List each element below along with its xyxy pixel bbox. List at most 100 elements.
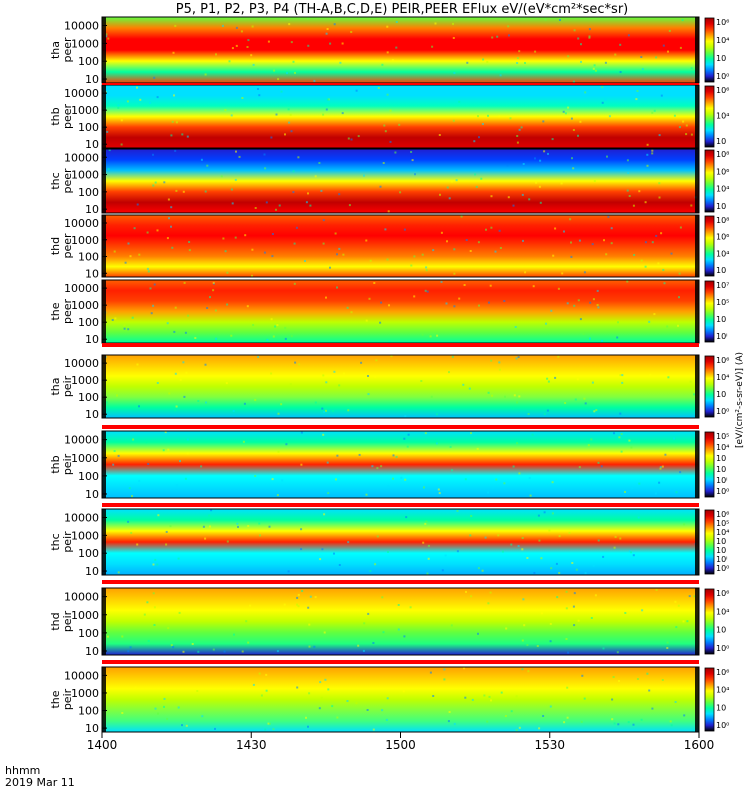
data-gap-column (695, 431, 699, 498)
speckle (651, 152, 653, 154)
speckle (396, 21, 398, 23)
panel-species-label: peer (61, 104, 74, 130)
speckle (290, 114, 292, 116)
speckle (567, 717, 569, 719)
speckle (476, 186, 478, 188)
panel-tha-peer: 10100100010000tha peer10⁶10⁴10⁲10⁰ (49, 17, 729, 86)
speckle (370, 260, 372, 262)
speckle (517, 57, 519, 59)
colorbar-tick-label: 10⁴ (716, 373, 729, 382)
speckle (288, 570, 290, 572)
speckle (513, 466, 515, 468)
speckle (392, 59, 394, 61)
speckle (307, 45, 309, 47)
speckle (464, 284, 466, 286)
colorbar-tick-label: 10⁷ (716, 281, 729, 290)
y-tick-label: 10000 (64, 669, 99, 682)
colorbar-tick-label: 10⁲ (716, 546, 726, 555)
speckle (307, 726, 309, 728)
speckle (508, 196, 510, 198)
speckle (630, 447, 632, 449)
speckle (298, 363, 300, 365)
speckle (178, 707, 180, 709)
speckle (363, 175, 365, 177)
speckle (470, 432, 472, 434)
speckle (388, 304, 390, 306)
speckle (389, 340, 391, 342)
speckle (502, 551, 504, 553)
speckle (313, 646, 315, 648)
speckle (503, 300, 505, 302)
speckle (606, 156, 608, 158)
speckle (498, 115, 500, 117)
speckle (457, 510, 459, 512)
speckle (457, 550, 459, 552)
speckle (403, 690, 405, 692)
speckle (244, 403, 246, 405)
speckle (185, 372, 187, 374)
speckle (547, 153, 549, 155)
speckle (224, 651, 226, 653)
speckle (602, 102, 604, 104)
speckle (598, 462, 600, 464)
speckle (637, 90, 639, 92)
speckle (607, 216, 609, 218)
y-tick-label: 10000 (64, 20, 99, 33)
speckle (390, 110, 392, 112)
speckle (487, 492, 489, 494)
speckle (278, 413, 280, 415)
speckle (179, 460, 181, 462)
speckle (503, 482, 505, 484)
speckle (675, 626, 677, 628)
speckle (593, 565, 595, 567)
speckle (147, 268, 149, 270)
speckle (294, 283, 296, 285)
speckle (271, 318, 273, 320)
speckle (682, 19, 684, 21)
speckle (152, 305, 154, 307)
speckle (654, 110, 656, 112)
speckle (435, 23, 437, 25)
speckle (621, 374, 623, 376)
panel-thd-peer: 10100100010000thd peer10⁸10⁶10⁴10⁲ (49, 215, 729, 280)
speckle (573, 624, 575, 626)
speckle (333, 371, 335, 373)
speckle (152, 185, 154, 187)
speckle (664, 282, 666, 284)
speckle (439, 194, 441, 196)
speckle (552, 138, 554, 140)
speckle (465, 591, 467, 593)
speckle (181, 133, 183, 135)
speckle (138, 480, 140, 482)
speckle (231, 114, 233, 116)
speckle (107, 636, 109, 638)
speckle (334, 23, 336, 25)
speckle (601, 86, 603, 88)
speckle (206, 165, 208, 167)
speckle (247, 642, 249, 644)
colorbar-tick-label: 10⁶ (716, 167, 729, 176)
speckle (648, 321, 650, 323)
speckle (366, 494, 368, 496)
speckle (374, 563, 376, 565)
speckle (458, 298, 460, 300)
speckle (449, 711, 451, 713)
speckle (124, 328, 126, 330)
speckle (452, 23, 454, 25)
data-gap-column (102, 667, 106, 732)
speckle (629, 195, 631, 197)
speckle (618, 680, 620, 682)
speckle (114, 450, 116, 452)
speckle (466, 239, 468, 241)
speckle (546, 378, 548, 380)
colorbar-tick-label: 10⁶ (716, 86, 729, 95)
speckle (492, 487, 494, 489)
speckle (403, 438, 405, 440)
speckle (288, 108, 290, 110)
y-tick-label: 10 (85, 408, 99, 421)
speckle (305, 717, 307, 719)
speckle (201, 159, 203, 161)
speckle (593, 410, 595, 412)
speckle (273, 70, 275, 72)
speckle (335, 478, 337, 480)
